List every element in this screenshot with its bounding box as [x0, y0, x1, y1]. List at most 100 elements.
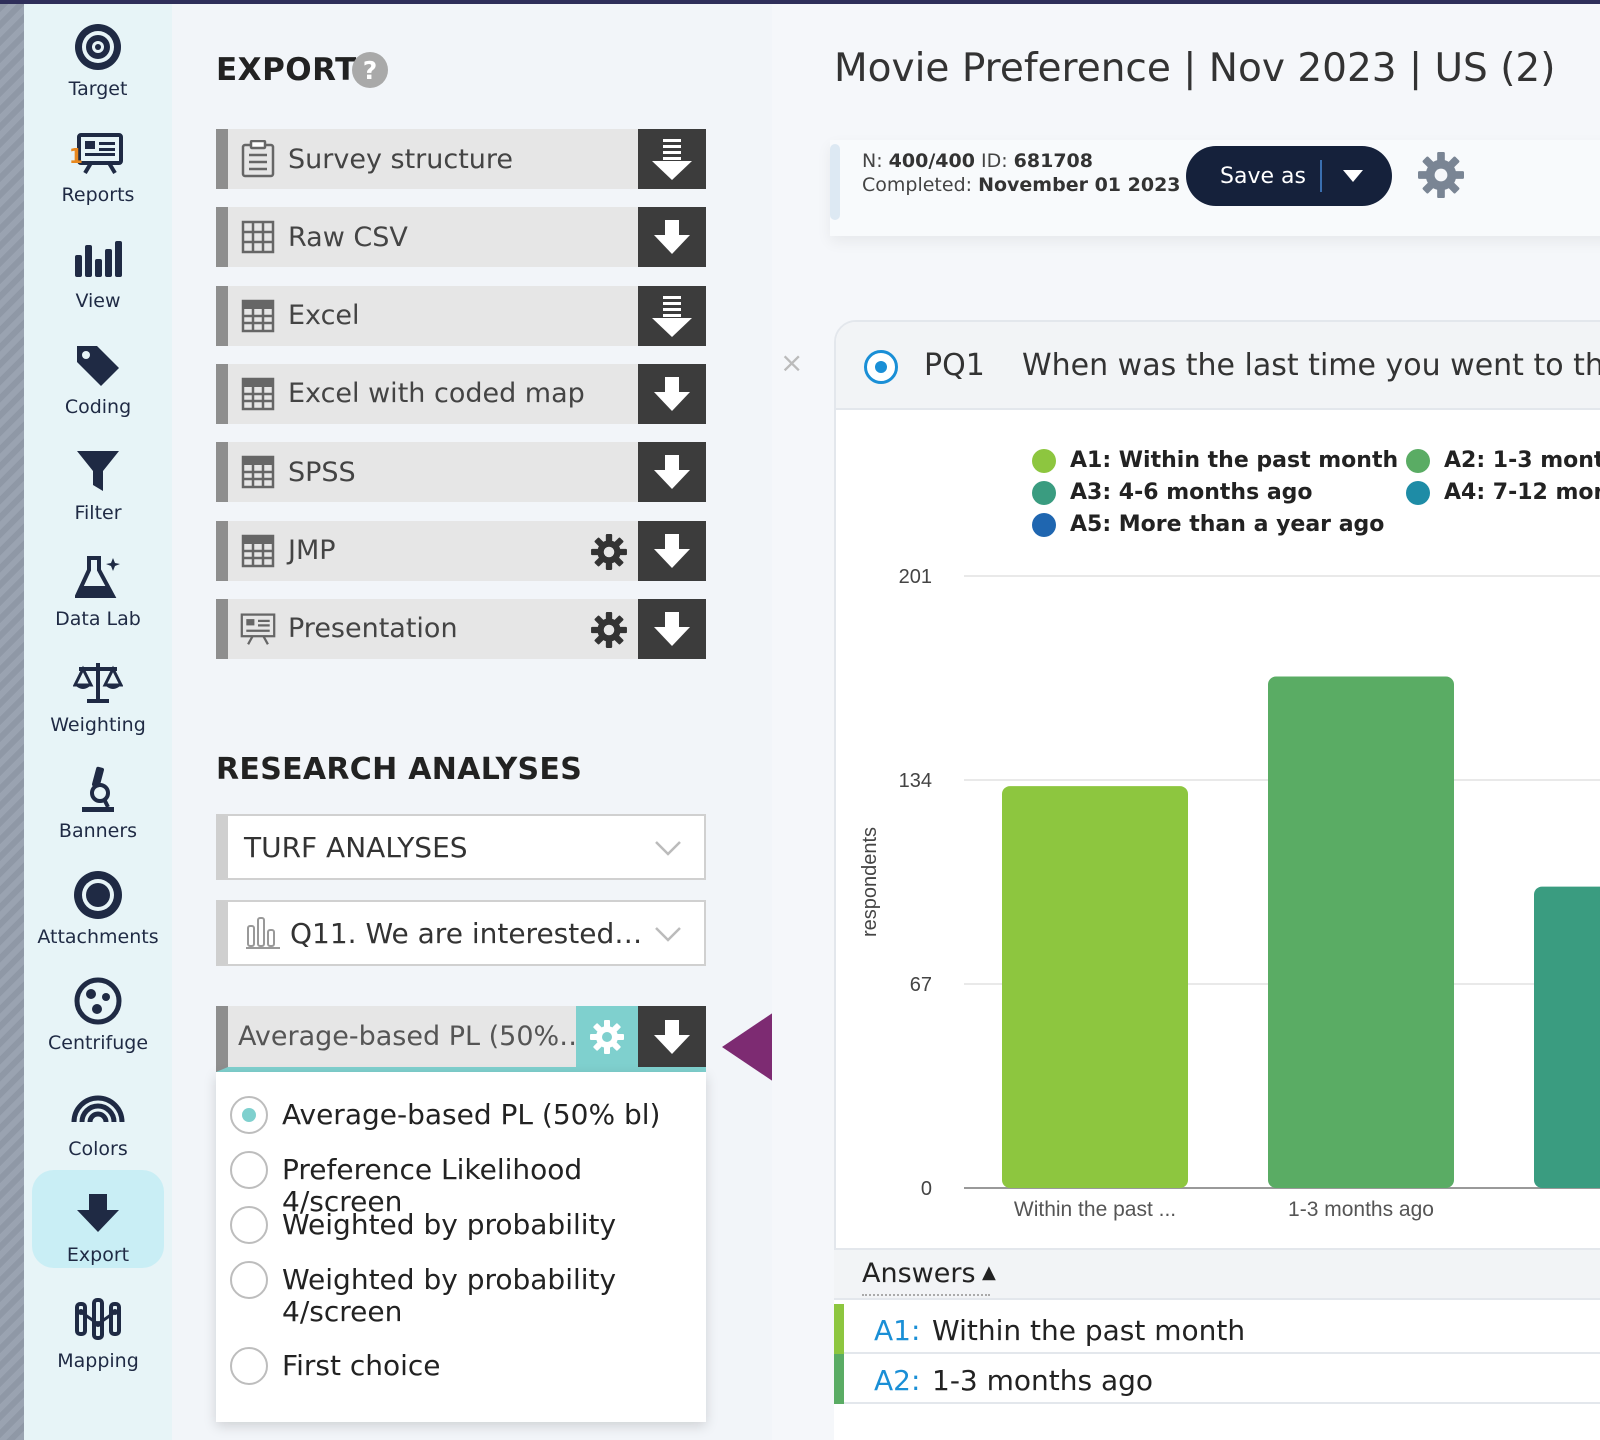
sidebar-item-filter[interactable]: Filter	[32, 428, 164, 526]
sidebar-item-reports[interactable]: 1 Reports	[32, 110, 164, 208]
project-title: Movie Preference | Nov 2023 | US (2)	[834, 46, 1556, 91]
radio-unselected[interactable]	[230, 1151, 268, 1189]
sidebar-item-target[interactable]: Target	[32, 4, 164, 102]
sidebar-item-label: Weighting	[50, 714, 146, 736]
option-average-based-pl[interactable]: Average-based PL (50% bl)	[230, 1096, 682, 1134]
bar[interactable]	[1534, 886, 1600, 1188]
close-question-button[interactable]: ×	[780, 346, 804, 379]
research-analyses-title: RESEARCH ANALYSES	[216, 752, 583, 787]
bar[interactable]	[1002, 786, 1188, 1188]
export-row-spss[interactable]: SPSS	[216, 442, 706, 503]
option-weighted-probability-4screen[interactable]: Weighted by probability 4/screen	[230, 1261, 682, 1328]
sidebar-item-label: Coding	[64, 396, 132, 418]
scale-icon	[71, 656, 125, 710]
stacked-download-icon[interactable]	[638, 129, 706, 189]
radio-selected[interactable]	[230, 1096, 268, 1134]
question-select[interactable]: Q11. We are interested…	[216, 900, 706, 966]
radio-unselected[interactable]	[230, 1206, 268, 1244]
bar[interactable]	[1268, 676, 1454, 1188]
sidebar-item-attachments[interactable]: Attachments	[32, 852, 164, 950]
gear-icon[interactable]	[590, 611, 628, 649]
question-card: PQ1 When was the last time you went to t…	[834, 320, 1600, 1250]
caret-down-icon[interactable]	[1342, 168, 1364, 184]
export-row-raw-csv[interactable]: Raw CSV	[216, 207, 706, 268]
export-row-excel-with-coded-map[interactable]: Excel with coded map	[216, 363, 706, 424]
tags-icon	[71, 338, 125, 392]
spreadsheet-icon	[240, 376, 276, 412]
question-text: When was the last time you went to the	[1022, 348, 1600, 383]
grid-icon	[240, 219, 276, 255]
table-row[interactable]: A1: Within the past month	[834, 1304, 1600, 1354]
sidebar-item-weighting[interactable]: Weighting	[32, 640, 164, 738]
divider	[1320, 160, 1322, 192]
download-icon[interactable]	[638, 207, 706, 268]
export-row-survey-structure[interactable]: Survey structure	[216, 129, 706, 189]
option-first-choice[interactable]: First choice	[230, 1347, 682, 1385]
download-icon	[654, 1019, 690, 1054]
reports-badge: 1	[69, 144, 83, 168]
gear-icon[interactable]	[590, 533, 628, 571]
sidebar-item-mapping[interactable]: Mapping	[32, 1276, 164, 1374]
sort-ascending-icon[interactable]: ▲	[982, 1262, 996, 1283]
spreadsheet-icon	[240, 298, 276, 334]
answers-table: Answers ▲ A1: Within the past month A2: 1-3…	[834, 1250, 1600, 1440]
pl-settings-button[interactable]	[576, 1006, 638, 1067]
sidebar-item-colors[interactable]: Colors	[32, 1064, 164, 1162]
export-row-excel[interactable]: Excel	[216, 285, 706, 346]
gear-icon[interactable]	[1418, 152, 1464, 198]
radio-unselected[interactable]	[230, 1261, 268, 1299]
sidebar-item-centrifuge[interactable]: Centrifuge	[32, 958, 164, 1056]
radio-unselected[interactable]	[230, 1347, 268, 1385]
pl-download-button[interactable]	[638, 1006, 706, 1067]
n-label: N:	[862, 150, 883, 172]
sidebar-item-view[interactable]: View	[32, 216, 164, 314]
sidebar-item-label: Data Lab	[55, 608, 141, 630]
download-icon[interactable]	[638, 363, 706, 424]
legend-swatch	[1406, 480, 1430, 505]
funnel-icon	[71, 444, 125, 498]
pl-method-dropdown: Average-based PL (50% bl) Preference Lik…	[216, 1072, 706, 1422]
export-row-jmp[interactable]: JMP	[216, 520, 706, 581]
y-tick-label: 201	[899, 566, 932, 588]
legend-item[interactable]: A3: 4-6 months ago	[1032, 480, 1313, 505]
legend-swatch	[1032, 480, 1056, 505]
export-row-presentation[interactable]: Presentation	[216, 598, 706, 659]
completed-value: November 01 2023	[978, 174, 1181, 196]
sidebar-item-label: Target	[68, 78, 128, 100]
answers-header[interactable]: Answers ▲	[834, 1250, 1600, 1300]
bar-chart: 0 67 134 201 respondents Within the past ... 1…	[859, 566, 1600, 1221]
chevron-down-icon	[655, 841, 681, 856]
option-preference-likelihood[interactable]: Preference Likelihood 4/screen	[230, 1151, 682, 1218]
sidebar-item-data-lab[interactable]: Data Lab	[32, 534, 164, 632]
analysis-type-select[interactable]: TURF ANALYSES	[216, 814, 706, 880]
export-row-label: JMP	[288, 535, 336, 566]
save-as-button[interactable]: Save as	[1186, 146, 1392, 206]
download-icon[interactable]	[638, 442, 706, 503]
download-arrow-icon	[71, 1186, 125, 1240]
download-icon[interactable]	[638, 598, 706, 659]
option-label: Preference Likelihood 4/screen	[282, 1153, 583, 1218]
option-weighted-probability[interactable]: Weighted by probability	[230, 1206, 682, 1244]
question-select-radio[interactable]	[864, 350, 898, 384]
export-row-label: Raw CSV	[288, 221, 408, 253]
top-strip	[0, 0, 1600, 4]
sidebar-item-banners[interactable]: Banners	[32, 746, 164, 844]
centrifuge-icon	[71, 974, 125, 1028]
help-icon[interactable]: ?	[352, 52, 388, 88]
table-row[interactable]: A2: 1-3 months ago	[834, 1354, 1600, 1404]
sidebar-item-export[interactable]: Export	[32, 1170, 164, 1268]
legend-item[interactable]: A2: 1-3 mont	[1406, 448, 1600, 473]
sidebar-item-label: Attachments	[37, 926, 159, 948]
presentation-board-icon: 1	[69, 126, 125, 180]
sample-info: N: 400/400 ID: 681708	[862, 150, 1093, 172]
stacked-download-icon[interactable]	[638, 285, 706, 346]
legend-item[interactable]: A1: Within the past month	[1032, 448, 1398, 473]
n-value: 400/400	[888, 150, 975, 172]
legend-item[interactable]: A5: More than a year ago	[1032, 512, 1384, 537]
download-icon[interactable]	[638, 520, 706, 581]
sidebar-item-coding[interactable]: Coding	[32, 322, 164, 420]
export-title: EXPORT	[216, 52, 357, 88]
rainbow-icon	[71, 1080, 125, 1134]
pl-method-select[interactable]: Average-based PL (50%…	[216, 1006, 706, 1072]
legend-item[interactable]: A4: 7-12 mon	[1406, 480, 1600, 505]
